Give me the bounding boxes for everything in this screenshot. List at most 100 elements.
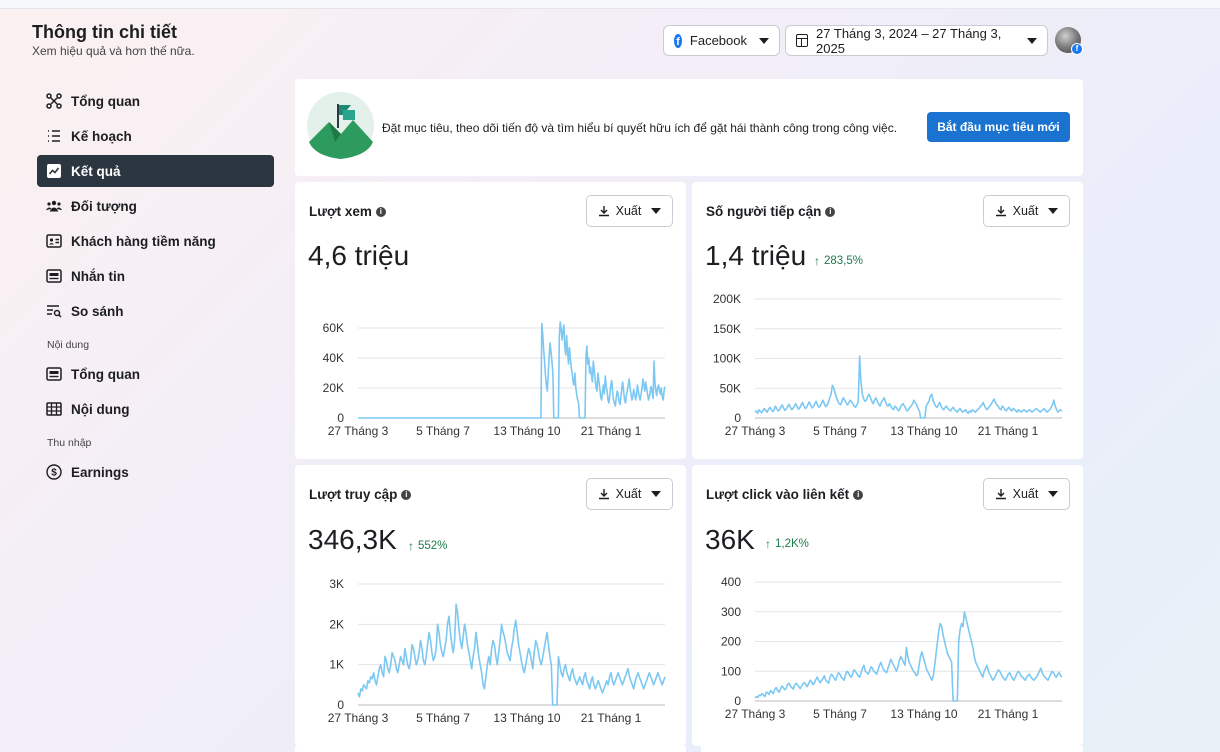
sidebar-item-label: Nội dung: [71, 401, 130, 417]
metric-title-text: Lượt truy cập: [309, 487, 398, 502]
sidebar-item-leads[interactable]: Khách hàng tiềm năng: [37, 225, 274, 257]
chevron-down-icon: [651, 491, 662, 497]
facebook-badge-icon: f: [1071, 43, 1083, 55]
export-label: Xuất: [1012, 204, 1039, 218]
link-clicks-line-chart: 0 100 200 300 400 27 Tháng 3 5 Tháng 7 13 Tháng…: [721, 575, 1063, 721]
leads-icon: [45, 232, 63, 250]
sidebar-item-overview[interactable]: Tổng quan: [37, 85, 274, 117]
metric-delta: ↑ 1,2K%: [765, 537, 809, 551]
next-card-edge: [295, 746, 686, 752]
sidebar-item-earnings[interactable]: $ Earnings: [37, 456, 274, 488]
metric-card-visits: Lượt truy cập i Xuất 346,3K ↑ 552% 0 1K 2K…: [295, 465, 686, 746]
x-tick-label: 13 Tháng 10: [890, 707, 957, 721]
sidebar-item-messaging[interactable]: Nhắn tin: [37, 260, 274, 292]
arrow-up-icon: ↑: [765, 537, 771, 551]
x-tick-label: 13 Tháng 10: [890, 424, 957, 438]
start-goal-button[interactable]: Bắt đầu mục tiêu mới: [927, 112, 1070, 142]
download-icon: [598, 206, 609, 217]
x-tick-label: 5 Tháng 7: [416, 424, 470, 438]
y-tick-label: 100K: [713, 352, 741, 366]
sidebar-item-audience[interactable]: Đối tượng: [37, 190, 274, 222]
x-tick-label: 5 Tháng 7: [416, 711, 470, 725]
arrow-up-icon: ↑: [408, 539, 414, 553]
y-tick-label: 40K: [323, 351, 344, 365]
metric-title-text: Lượt xem: [309, 204, 372, 219]
x-tick-label: 13 Tháng 10: [493, 711, 560, 725]
reach-line-chart: 0 50K 100K 150K 200K 27 Tháng 3 5 Tháng 7 13 Th…: [713, 292, 1063, 438]
export-button[interactable]: Xuất: [983, 195, 1070, 227]
y-tick-label: 0: [734, 694, 741, 708]
download-icon: [598, 489, 609, 500]
sidebar: Tổng quan Kế hoạch Kết quả Đối tượng Khá…: [37, 85, 274, 491]
metric-title: Số người tiếp cận i: [706, 204, 836, 219]
metric-value: 1,4 triệu: [705, 240, 807, 271]
platform-selector[interactable]: f Facebook: [663, 25, 780, 56]
sidebar-item-compare[interactable]: So sánh: [37, 295, 274, 327]
metric-title: Lượt truy cập i: [309, 487, 412, 502]
y-tick-label: 0: [734, 411, 741, 425]
views-line-chart: 0 20K 40K 60K 27 Tháng 3 5 Tháng 7 13 Tháng 10…: [323, 321, 666, 438]
results-icon: [45, 162, 63, 180]
section-label-income: Thu nhập: [47, 437, 92, 449]
info-icon[interactable]: i: [375, 206, 386, 217]
info-icon[interactable]: i: [825, 206, 836, 217]
export-button[interactable]: Xuất: [586, 478, 673, 510]
sidebar-item-plan[interactable]: Kế hoạch: [37, 120, 274, 152]
x-tick-label: 5 Tháng 7: [813, 424, 867, 438]
facebook-icon: f: [674, 33, 682, 48]
export-button[interactable]: Xuất: [586, 195, 673, 227]
x-tick-label: 21 Tháng 1: [581, 424, 642, 438]
info-icon[interactable]: i: [401, 489, 412, 500]
export-button[interactable]: Xuất: [983, 478, 1070, 510]
y-tick-label: 60K: [323, 321, 344, 335]
messaging-icon: [45, 267, 63, 285]
x-tick-label: 21 Tháng 1: [978, 424, 1039, 438]
x-tick-label: 27 Tháng 3: [725, 707, 786, 721]
date-range-selector[interactable]: 27 Tháng 3, 2024 – 27 Tháng 3, 2025: [785, 25, 1048, 56]
y-tick-label: 2K: [329, 617, 344, 631]
platform-label: Facebook: [689, 33, 747, 48]
sidebar-item-label: Nhắn tin: [71, 268, 125, 284]
sidebar-item-results[interactable]: Kết quả: [37, 155, 274, 187]
metric-title-text: Số người tiếp cận: [706, 204, 822, 219]
y-tick-label: 1K: [329, 658, 344, 672]
overview-icon: [45, 92, 63, 110]
x-tick-label: 21 Tháng 1: [978, 707, 1039, 721]
compare-icon: [45, 302, 63, 320]
y-tick-label: 0: [337, 411, 344, 425]
y-tick-label: 200: [721, 635, 741, 649]
sidebar-item-label: Đối tượng: [71, 198, 137, 214]
export-label: Xuất: [615, 204, 642, 218]
y-tick-label: 3K: [329, 577, 344, 591]
goal-flag-illustration: [307, 92, 374, 159]
y-tick-label: 50K: [720, 381, 741, 395]
y-tick-label: 20K: [323, 381, 344, 395]
x-tick-label: 27 Tháng 3: [328, 424, 389, 438]
date-range-label: 27 Tháng 3, 2024 – 27 Tháng 3, 2025: [816, 25, 1002, 56]
y-tick-label: 400: [721, 575, 741, 589]
page-subtitle: Xem hiệu quả và hơn thế nữa.: [32, 44, 195, 58]
y-tick-label: 150K: [713, 322, 741, 336]
metric-delta-value: 552%: [418, 540, 448, 552]
x-tick-label: 27 Tháng 3: [328, 711, 389, 725]
content-grid-icon: [45, 400, 63, 418]
sidebar-item-content[interactable]: Nội dung: [37, 393, 274, 425]
sidebar-item-content-overview[interactable]: Tổng quan: [37, 358, 274, 390]
sidebar-item-label: Khách hàng tiềm năng: [71, 233, 216, 249]
sidebar-item-label: Kết quả: [71, 163, 121, 179]
metric-card-views: Lượt xem i Xuất 4,6 triệu 0 20K 40K 60K 27 T…: [295, 182, 686, 459]
sidebar-item-label: Kế hoạch: [71, 128, 132, 144]
chevron-down-icon: [1048, 208, 1059, 214]
x-tick-label: 21 Tháng 1: [581, 711, 642, 725]
arrow-up-icon: ↑: [814, 254, 820, 268]
metric-card-reach: Số người tiếp cận i Xuất 1,4 triệu ↑ 283…: [692, 182, 1083, 459]
x-tick-label: 27 Tháng 3: [725, 424, 786, 438]
section-label-content: Nội dung: [47, 339, 90, 351]
metric-delta: ↑ 552%: [408, 539, 447, 553]
x-tick-label: 5 Tháng 7: [813, 707, 867, 721]
chevron-down-icon: [1027, 37, 1037, 44]
download-icon: [995, 206, 1006, 217]
info-icon[interactable]: i: [853, 489, 864, 500]
visits-line-chart: 0 1K 2K 3K 27 Tháng 3 5 Tháng 7 13 Tháng 10 21 …: [328, 577, 666, 725]
metric-title: Lượt click vào liên kết i: [706, 487, 864, 502]
